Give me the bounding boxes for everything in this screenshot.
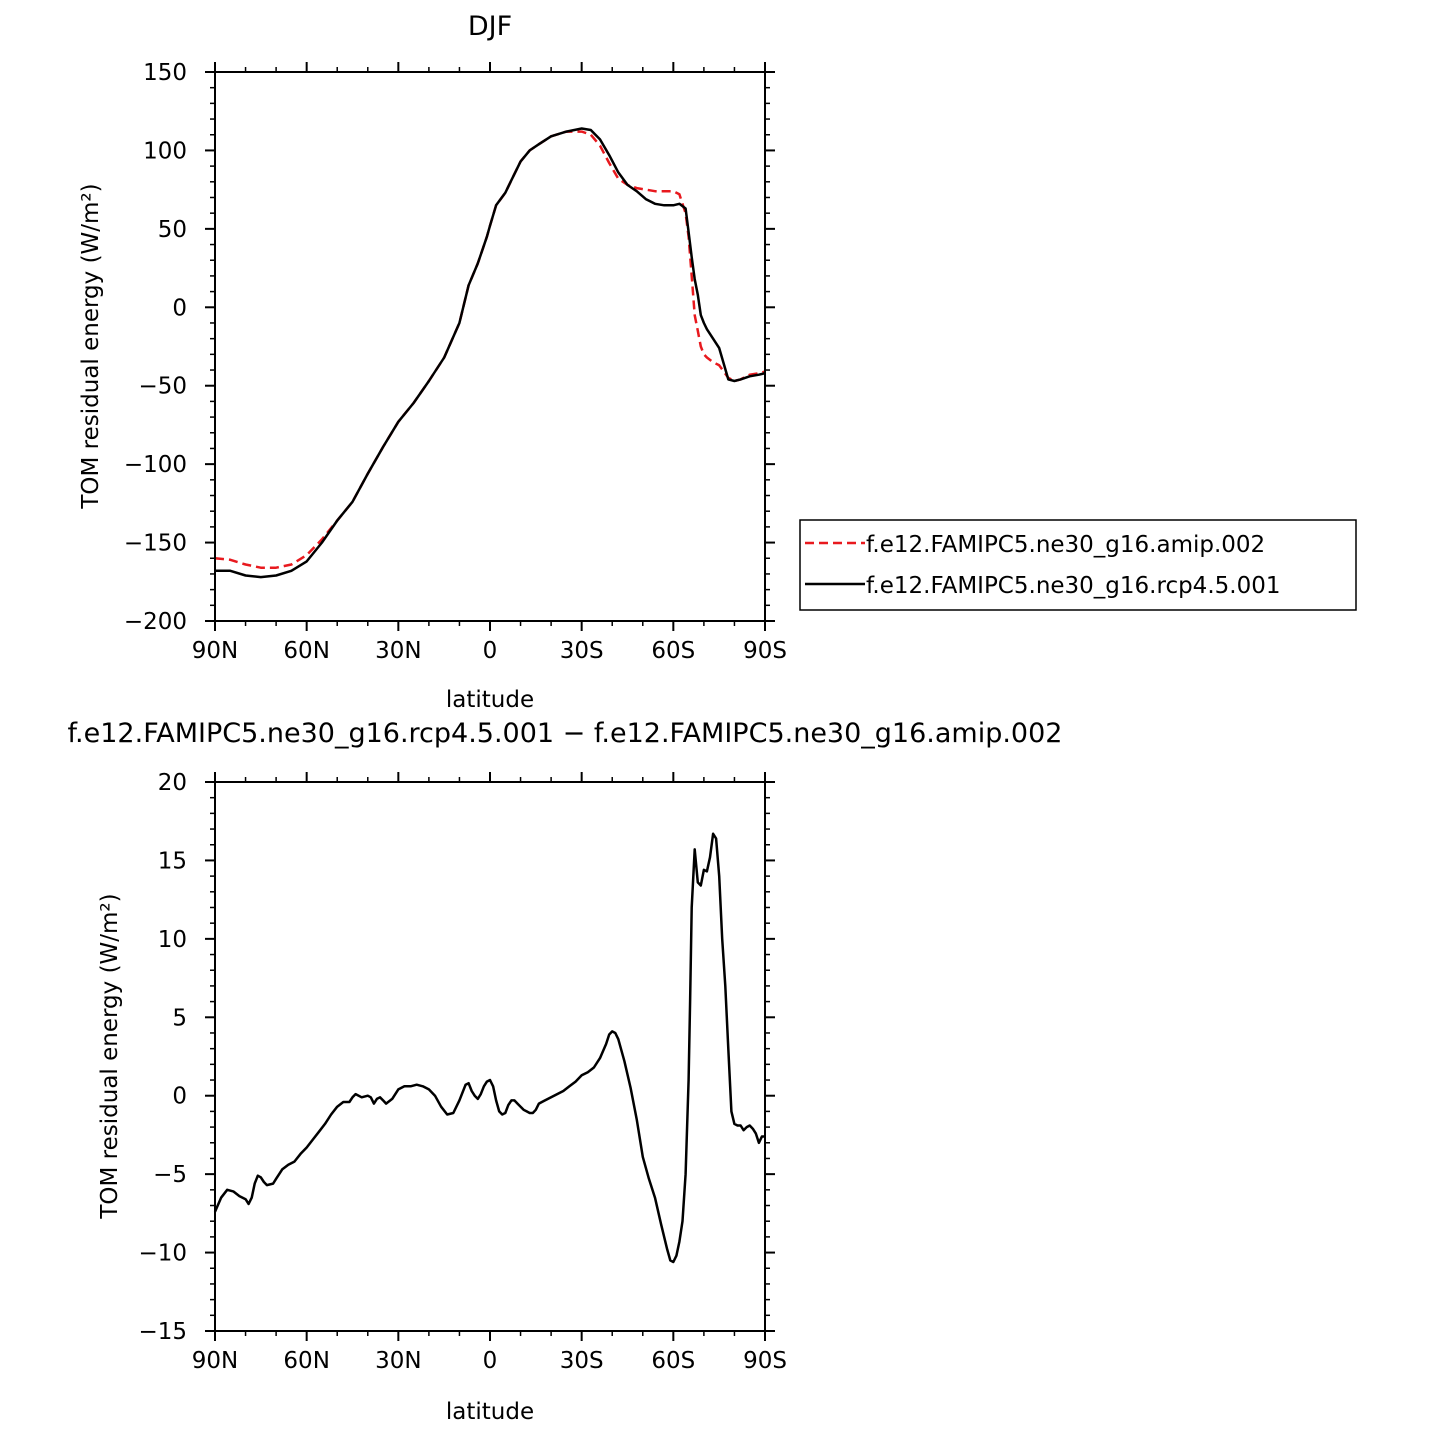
bottom-panel-plot-frame bbox=[214, 781, 766, 1332]
top-panel-y-tick-label: 50 bbox=[158, 217, 187, 243]
bottom-panel-y-tick-label: −10 bbox=[138, 1241, 187, 1267]
top-panel-y-tick-label: 150 bbox=[143, 60, 187, 86]
top-panel: DJF 90N 60N 30N 0 30S 60S 90S −200 −150 −100 −50 0 5… bbox=[78, 11, 787, 713]
bottom-panel-x-tick-label: 60S bbox=[651, 1348, 695, 1374]
bottom-panel-y-tick-label: −5 bbox=[153, 1162, 187, 1188]
bottom-panel-y-tick-label: 15 bbox=[158, 848, 187, 874]
bottom-panel-title: f.e12.FAMIPC5.ne30_g16.rcp4.5.001 − f.e1… bbox=[68, 718, 1063, 749]
top-panel-series-line bbox=[215, 127, 766, 579]
bottom-panel: f.e12.FAMIPC5.ne30_g16.rcp4.5.001 − f.e1… bbox=[68, 718, 1063, 1425]
legend: f.e12.FAMIPC5.ne30_g16.amip.002 f.e12.FA… bbox=[799, 519, 1357, 611]
top-panel-y-tick-label: 100 bbox=[143, 138, 187, 164]
top-panel-x-tick-label: 30S bbox=[560, 638, 604, 664]
top-panel-y-tick-label: 0 bbox=[172, 295, 187, 321]
bottom-panel-y-tick-label: 20 bbox=[158, 770, 187, 796]
bottom-panel-y-tick-label: 5 bbox=[172, 1005, 187, 1031]
bottom-panel-y-tick-label: 10 bbox=[158, 927, 187, 953]
bottom-panel-axes: 90N 60N 30N 0 30S 60S 90S −15 −10 −5 0 5 10 15 20 bbox=[138, 770, 786, 1374]
legend-label-rcp: f.e12.FAMIPC5.ne30_g16.rcp4.5.001 bbox=[866, 573, 1280, 599]
bottom-panel-x-tick-label: 90N bbox=[192, 1348, 238, 1374]
top-panel-y-axis-title: TOM residual energy (W/m²) bbox=[78, 183, 104, 509]
bottom-panel-x-tick-label: 30N bbox=[375, 1348, 421, 1374]
bottom-panel-series-line bbox=[213, 832, 765, 1264]
bottom-panel-x-tick-label: 0 bbox=[483, 1348, 498, 1374]
top-panel-x-tick-label: 60N bbox=[283, 638, 329, 664]
top-panel-x-tick-label: 90N bbox=[192, 638, 238, 664]
bottom-panel-y-tick-label: −15 bbox=[138, 1319, 187, 1345]
top-panel-x-axis-title: latitude bbox=[446, 687, 534, 713]
top-panel-y-tick-label: −100 bbox=[124, 452, 187, 478]
top-panel-y-tick-label: −50 bbox=[138, 374, 187, 400]
top-panel-y-tick-label: −200 bbox=[124, 609, 187, 635]
bottom-panel-x-axis-title: latitude bbox=[446, 1399, 534, 1425]
top-panel-x-tick-label: 90S bbox=[743, 638, 787, 664]
top-panel-title: DJF bbox=[468, 11, 512, 42]
bottom-panel-y-axis-title: TOM residual energy (W/m²) bbox=[97, 893, 123, 1219]
bottom-panel-x-tick-label: 60N bbox=[283, 1348, 329, 1374]
legend-box bbox=[799, 519, 1357, 611]
top-panel-x-tick-label: 60S bbox=[651, 638, 695, 664]
legend-label-amip: f.e12.FAMIPC5.ne30_g16.amip.002 bbox=[866, 532, 1265, 558]
top-panel-x-tick-label: 30N bbox=[375, 638, 421, 664]
top-panel-plot-frame bbox=[214, 71, 766, 622]
top-panel-y-tick-label: −150 bbox=[124, 531, 187, 557]
bottom-panel-series bbox=[213, 832, 765, 1264]
bottom-panel-y-tick-label: 0 bbox=[172, 1084, 187, 1110]
top-panel-axes: 90N 60N 30N 0 30S 60S 90S −200 −150 −100 −50 0 50 100… bbox=[124, 60, 787, 664]
bottom-panel-x-tick-label: 30S bbox=[560, 1348, 604, 1374]
top-panel-series bbox=[214, 127, 766, 579]
top-panel-x-tick-label: 0 bbox=[483, 638, 498, 664]
top-panel-series-line bbox=[214, 130, 766, 569]
bottom-panel-x-tick-label: 90S bbox=[743, 1348, 787, 1374]
